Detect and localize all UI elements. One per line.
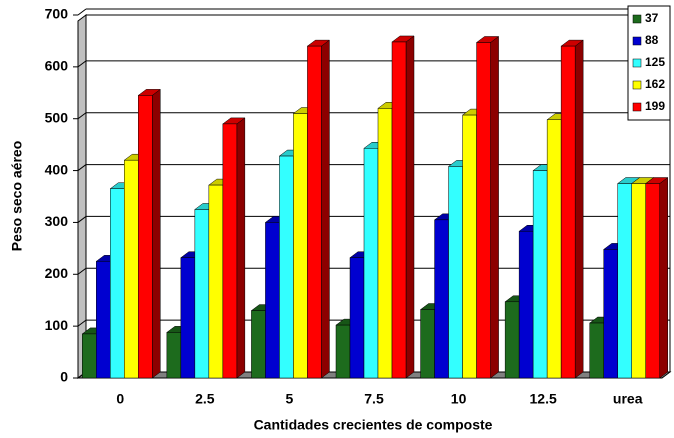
bar <box>420 309 435 379</box>
bar <box>349 257 365 379</box>
bar <box>560 45 576 379</box>
bar <box>265 222 280 379</box>
bar-side <box>405 35 415 379</box>
x-tick-label: 7.5 <box>364 391 384 407</box>
legend-swatch <box>632 36 642 46</box>
bar <box>391 41 407 379</box>
legend-label: 37 <box>645 11 659 25</box>
grid-line <box>77 267 87 275</box>
bar-side <box>490 35 499 379</box>
x-tick-label: urea <box>613 391 643 407</box>
bar <box>124 159 139 379</box>
grid-line <box>77 216 87 223</box>
bar-side <box>574 39 584 379</box>
bar <box>166 332 182 379</box>
bar <box>532 170 548 379</box>
bar <box>96 261 111 379</box>
x-axis-title: Cantidades crecientes de composte <box>254 417 493 433</box>
x-tick-label: 10 <box>451 391 467 407</box>
y-tick-label: 100 <box>45 317 69 333</box>
bar-side <box>321 39 330 379</box>
bar-side <box>236 117 246 379</box>
legend-swatch <box>632 58 642 68</box>
bar <box>110 188 125 379</box>
y-tick-label: 400 <box>45 161 69 177</box>
legend-label: 88 <box>645 33 659 47</box>
legend-label: 125 <box>645 55 665 69</box>
bar <box>251 310 266 379</box>
y-tick-label: 300 <box>45 213 69 229</box>
bar <box>462 114 477 379</box>
grid-line <box>77 8 87 16</box>
legend-label: 199 <box>645 99 665 113</box>
bar <box>504 301 520 379</box>
bar <box>138 95 153 379</box>
bar <box>448 166 463 379</box>
bar <box>335 324 351 379</box>
bar <box>222 123 238 379</box>
legend: 37 88 125 162 199 <box>627 5 671 121</box>
y-tick-label: 0 <box>60 369 68 385</box>
y-tick-label: 600 <box>45 58 69 74</box>
bar <box>82 333 97 379</box>
bar <box>293 113 308 379</box>
bar-side <box>152 88 161 379</box>
bar <box>603 249 618 379</box>
bar <box>589 322 604 379</box>
bar <box>377 108 393 379</box>
x-tick-label: 0 <box>116 391 124 407</box>
legend-label: 162 <box>645 77 665 91</box>
bar <box>546 119 562 379</box>
x-tick-label: 5 <box>286 391 294 407</box>
x-tick-label: 2.5 <box>195 391 215 407</box>
bar <box>434 219 449 379</box>
y-tick-label: 500 <box>45 109 69 125</box>
bar <box>476 42 491 379</box>
y-tick-label: 700 <box>45 6 69 22</box>
legend-swatch <box>632 102 642 112</box>
grid-line <box>77 164 87 171</box>
grid-line <box>77 60 87 68</box>
bar <box>645 183 660 379</box>
bar <box>279 155 294 379</box>
bar <box>208 184 224 379</box>
bar <box>180 257 196 379</box>
legend-swatch <box>632 80 642 90</box>
bar-side <box>659 177 668 379</box>
bar <box>617 183 632 379</box>
y-tick-label: 200 <box>45 265 69 281</box>
bar <box>363 148 379 379</box>
bar <box>194 209 210 379</box>
bar <box>631 183 646 379</box>
bar <box>518 230 534 379</box>
legend-swatch <box>632 14 642 24</box>
bar <box>307 45 322 379</box>
grid-line <box>77 112 87 120</box>
y-axis-title: Peso seco aéreo <box>9 141 25 252</box>
x-tick-label: 12.5 <box>530 391 557 407</box>
grid-line <box>77 319 87 327</box>
